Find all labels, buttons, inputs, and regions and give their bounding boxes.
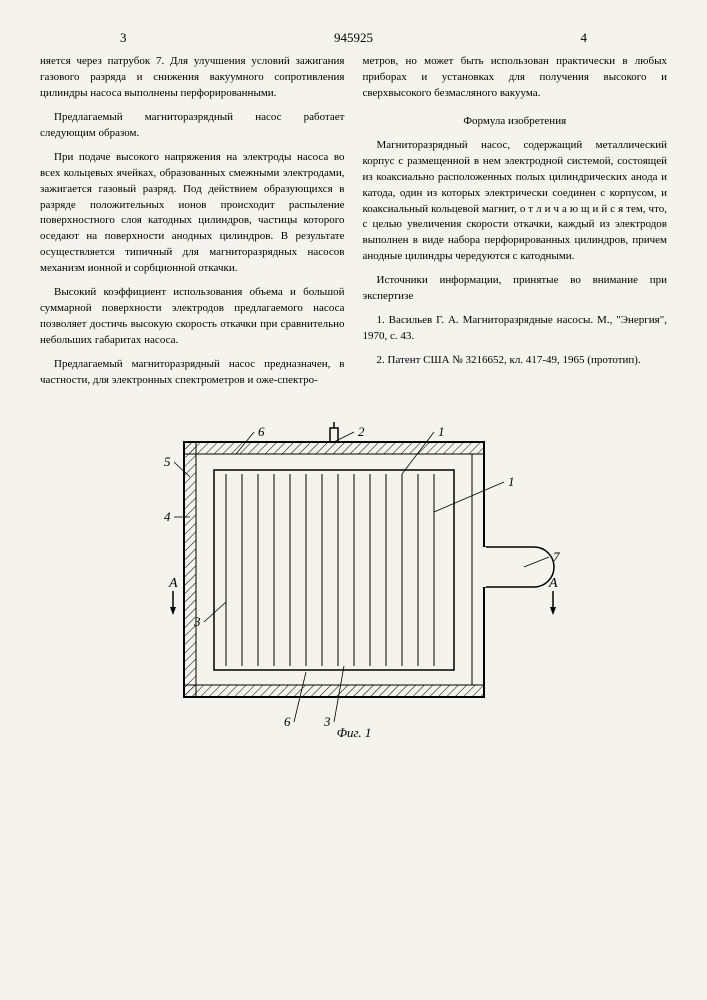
claims-title: Формула изобретения (363, 114, 668, 130)
svg-text:3: 3 (193, 614, 201, 629)
patent-page: 3 945925 4 няется через патрубок 7. Для … (0, 0, 707, 772)
svg-text:6: 6 (284, 714, 291, 729)
document-number: 945925 (334, 30, 373, 46)
page-header: 3 945925 4 (40, 30, 667, 46)
para: Предлагаемый магниторазрядный насос пред… (40, 357, 345, 389)
svg-text:2: 2 (358, 424, 365, 439)
svg-text:5: 5 (164, 454, 171, 469)
claim-text: Магниторазрядный насос, содержащий метал… (363, 138, 668, 266)
para: Высокий коэффициент использования объема… (40, 285, 345, 349)
figure-svg: A A 6 2 1 1 5 4 3 7 6 3 Фиг. 1 (144, 422, 564, 742)
svg-text:6: 6 (258, 424, 265, 439)
svg-text:A: A (168, 576, 178, 591)
svg-text:7: 7 (553, 549, 560, 564)
para: При подаче высокого напряжения на электр… (40, 150, 345, 278)
svg-text:3: 3 (323, 714, 331, 729)
right-column: метров, но может быть использован практи… (363, 54, 668, 397)
figure-1: A A 6 2 1 1 5 4 3 7 6 3 Фиг. 1 (40, 422, 667, 742)
svg-text:1: 1 (438, 424, 445, 439)
para: няется через патрубок 7. Для улучшения у… (40, 54, 345, 102)
svg-text:1: 1 (508, 474, 515, 489)
text-columns: няется через патрубок 7. Для улучшения у… (40, 54, 667, 397)
svg-text:Фиг. 1: Фиг. 1 (336, 725, 371, 740)
page-number-right: 4 (581, 30, 588, 46)
para: метров, но может быть использован практи… (363, 54, 668, 102)
page-number-left: 3 (120, 30, 127, 46)
svg-text:4: 4 (164, 509, 171, 524)
source-ref: 1. Васильев Г. А. Магниторазрядные насос… (363, 313, 668, 345)
source-ref: 2. Патент США № 3216652, кл. 417-49, 196… (363, 353, 668, 369)
svg-text:A: A (548, 576, 558, 591)
para: Предлагаемый магниторазрядный насос рабо… (40, 110, 345, 142)
left-column: няется через патрубок 7. Для улучшения у… (40, 54, 345, 397)
sources-title: Источники информации, принятые во вниман… (363, 273, 668, 305)
